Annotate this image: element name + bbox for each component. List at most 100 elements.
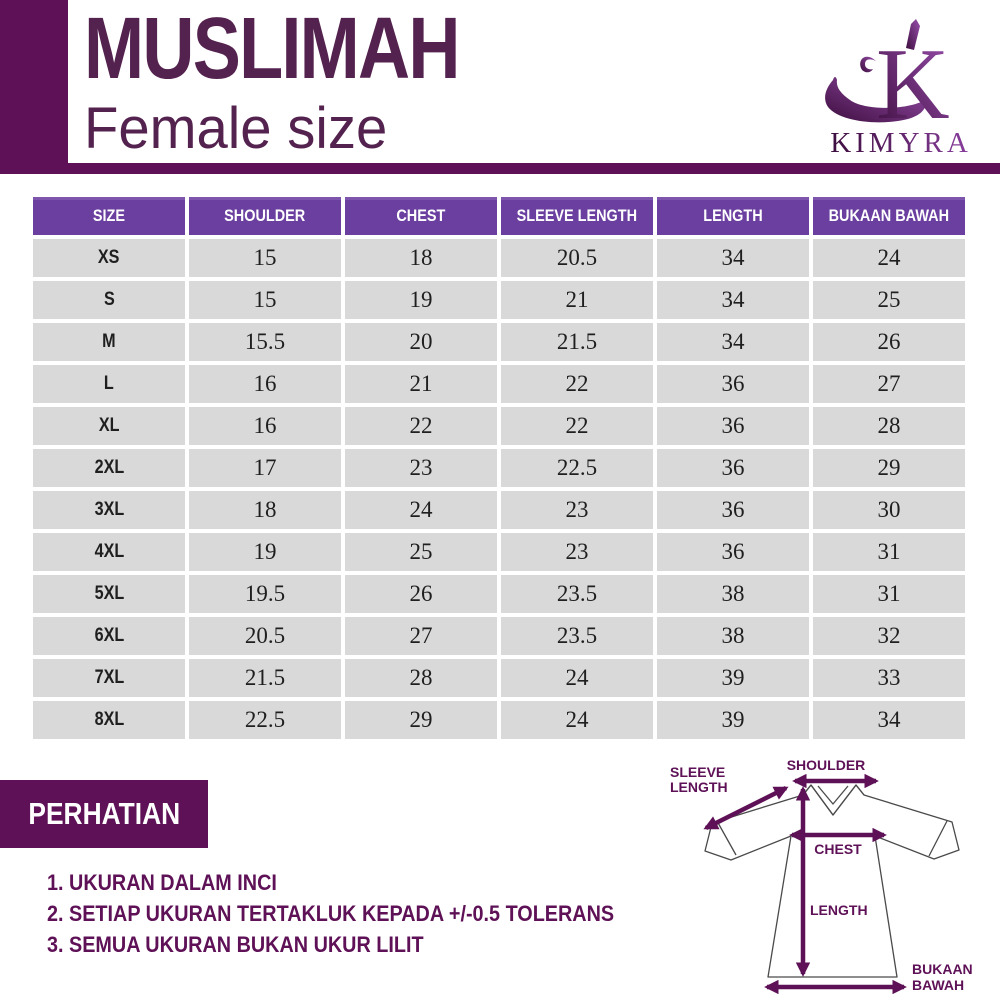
measurement-value: 20.5: [189, 617, 341, 655]
measurement-value: 28: [813, 407, 965, 445]
measurement-value: 16: [189, 365, 341, 403]
size-table-header-row: SIZE SHOULDER CHEST SLEEVE LENGTH LENGTH BUKA…: [33, 197, 965, 235]
measurement-value: 36: [657, 407, 809, 445]
measurement-value: 29: [813, 449, 965, 487]
table-row-s: S 15 19 21 34 25: [33, 281, 965, 319]
measurement-value: 21: [345, 365, 497, 403]
note-item: 1. UKURAN DALAM INCI: [47, 870, 277, 895]
measurement-value: 32: [813, 617, 965, 655]
size-label: L: [33, 365, 185, 403]
perhatian-title: PERHATIAN: [28, 796, 180, 831]
measurement-value: 18: [189, 491, 341, 529]
table-row-6xl: 6XL 20.5 27 23.5 38 32: [33, 617, 965, 655]
measurement-value: 34: [813, 701, 965, 739]
header-divider: [0, 163, 1000, 174]
note-item: 2. SETIAP UKURAN TERTAKLUK KEPADA +/-0.5…: [47, 901, 615, 926]
sleeve-length-label-2: LENGTH: [670, 779, 728, 795]
measurement-value: 24: [345, 491, 497, 529]
measurement-value: 26: [345, 575, 497, 613]
measurement-value: 27: [813, 365, 965, 403]
measurement-value: 38: [657, 575, 809, 613]
size-label: M: [33, 323, 185, 361]
size-label: XL: [33, 407, 185, 445]
measurement-value: 24: [501, 659, 653, 697]
table-row-8xl: 8XL 22.5 29 24 39 34: [33, 701, 965, 739]
measurement-value: 26: [813, 323, 965, 361]
column-header-bukaan-bawah: BUKAAN BAWAH: [813, 197, 965, 235]
logo-kaf-stroke-icon: [906, 19, 920, 50]
measurement-value: 36: [657, 365, 809, 403]
notes-list: 1. UKURAN DALAM INCI 2. SETIAP UKURAN TER…: [47, 867, 677, 960]
measurement-value: 18: [345, 239, 497, 277]
measurement-value: 36: [657, 449, 809, 487]
size-table: SIZE SHOULDER CHEST SLEEVE LENGTH LENGTH BUKA…: [29, 193, 969, 743]
measurement-value: 15: [189, 239, 341, 277]
page-title: MUSLIMAH: [84, 0, 461, 98]
logo-wordmark: KIMYRA: [830, 127, 972, 159]
measurement-value: 23: [345, 449, 497, 487]
measurement-value: 28: [345, 659, 497, 697]
measurement-value: 23: [501, 533, 653, 571]
measurement-value: 34: [657, 281, 809, 319]
sleeve-length-arrow: [703, 785, 789, 831]
column-header-shoulder: SHOULDER: [189, 197, 341, 235]
measurement-value: 22: [501, 407, 653, 445]
measurement-value: 29: [345, 701, 497, 739]
chest-label: CHEST: [814, 841, 862, 857]
measurement-value: 22.5: [501, 449, 653, 487]
measurement-value: 22: [345, 407, 497, 445]
measurement-value: 19.5: [189, 575, 341, 613]
size-label: 7XL: [33, 659, 185, 697]
measurement-value: 22: [501, 365, 653, 403]
table-row-5xl: 5XL 19.5 26 23.5 38 31: [33, 575, 965, 613]
measurement-diagram: SLEEVE LENGTH SHOULDER CHEST LENGTH BUKA…: [670, 757, 973, 995]
measurement-value: 23.5: [501, 575, 653, 613]
column-header-chest: CHEST: [345, 197, 497, 235]
measurement-value: 34: [657, 239, 809, 277]
measurement-value: 38: [657, 617, 809, 655]
measurement-value: 39: [657, 659, 809, 697]
logo-swoosh-icon: [825, 77, 926, 123]
column-header-length: LENGTH: [657, 197, 809, 235]
column-header-sleeve-length: SLEEVE LENGTH: [501, 197, 653, 235]
measurement-value: 21.5: [501, 323, 653, 361]
measurement-value: 27: [345, 617, 497, 655]
measurement-value: 15.5: [189, 323, 341, 361]
measurement-value: 24: [501, 701, 653, 739]
measurement-value: 22.5: [189, 701, 341, 739]
measurement-value: 25: [813, 281, 965, 319]
column-header-size: SIZE: [33, 197, 185, 235]
measurement-value: 25: [345, 533, 497, 571]
table-row-4xl: 4XL 19 25 23 36 31: [33, 533, 965, 571]
bukaan-bawah-label-2: BAWAH: [912, 977, 964, 993]
size-label: 6XL: [33, 617, 185, 655]
size-label: 5XL: [33, 575, 185, 613]
size-label: 8XL: [33, 701, 185, 739]
measurement-value: 34: [657, 323, 809, 361]
measurement-value: 21.5: [189, 659, 341, 697]
table-row-2xl: 2XL 17 23 22.5 36 29: [33, 449, 965, 487]
table-row-xs: XS 15 18 20.5 34 24: [33, 239, 965, 277]
measurement-value: 17: [189, 449, 341, 487]
measurement-value: 36: [657, 491, 809, 529]
measurement-value: 36: [657, 533, 809, 571]
measurement-value: 23: [501, 491, 653, 529]
page-subtitle: Female size: [84, 96, 388, 161]
sleeve-length-label-1: SLEEVE: [670, 764, 725, 780]
length-label: LENGTH: [810, 902, 868, 918]
table-row-xl: XL 16 22 22 36 28: [33, 407, 965, 445]
measurement-value: 19: [345, 281, 497, 319]
table-row-l: L 16 21 22 36 27: [33, 365, 965, 403]
measurement-value: 31: [813, 575, 965, 613]
size-label: 2XL: [33, 449, 185, 487]
kimyra-logo: K KIMYRA: [825, 19, 972, 159]
size-label: S: [33, 281, 185, 319]
measurement-value: 20.5: [501, 239, 653, 277]
table-row-m: M 15.5 20 21.5 34 26: [33, 323, 965, 361]
garment-collar-icon: [802, 784, 865, 816]
note-item: 3. SEMUA UKURAN BUKAN UKUR LILIT: [47, 932, 424, 957]
measurement-value: 24: [813, 239, 965, 277]
size-label: XS: [33, 239, 185, 277]
table-row-7xl: 7XL 21.5 28 24 39 33: [33, 659, 965, 697]
shoulder-label: SHOULDER: [787, 757, 866, 773]
